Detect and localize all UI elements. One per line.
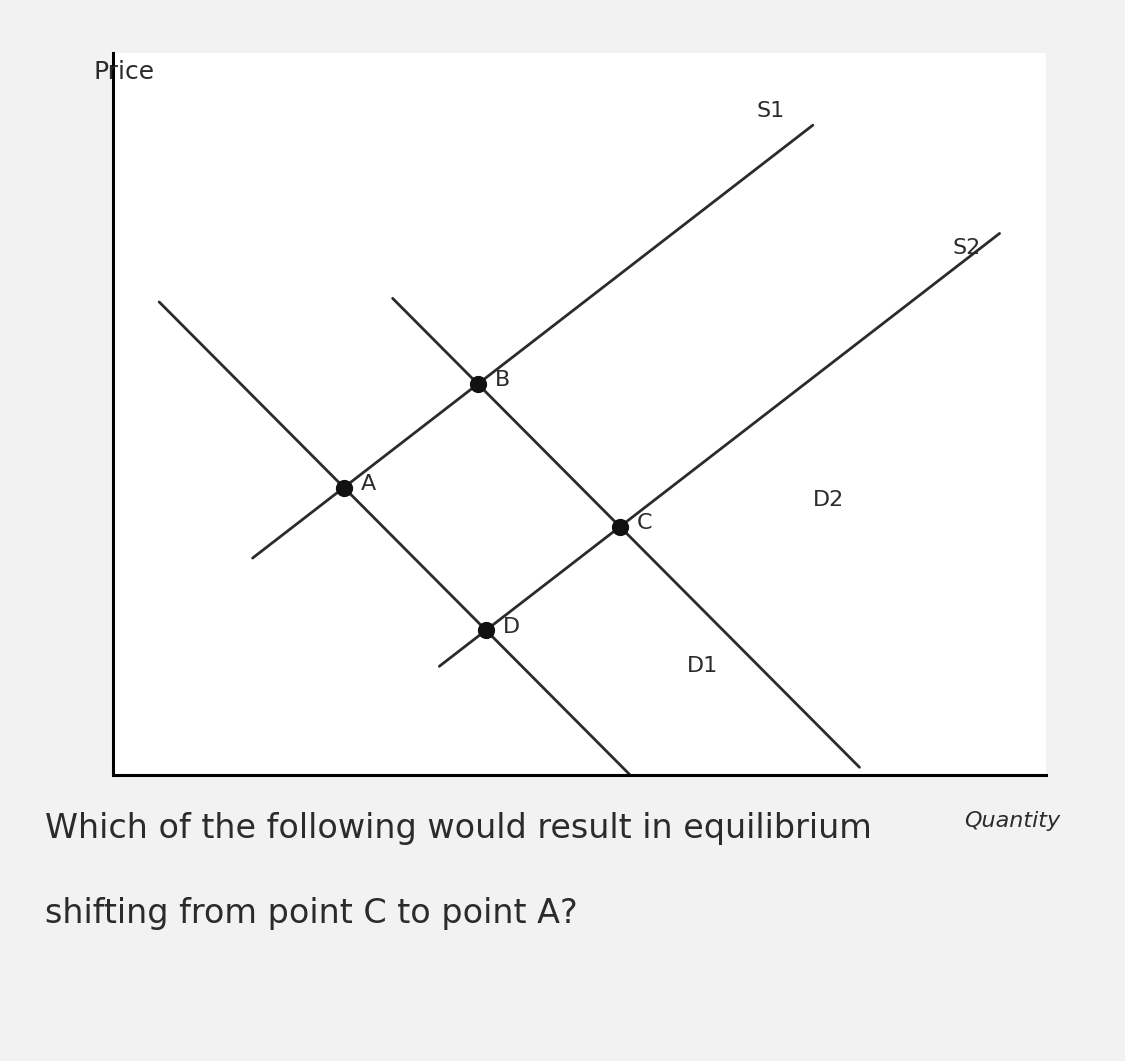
Text: S1: S1: [757, 101, 785, 121]
Text: C: C: [637, 514, 652, 533]
Text: B: B: [495, 370, 510, 390]
Text: Quantity: Quantity: [964, 811, 1060, 831]
Text: Price: Price: [93, 60, 155, 84]
Text: D2: D2: [812, 490, 844, 510]
Point: [611, 518, 629, 535]
Point: [335, 479, 353, 495]
Text: shifting from point C to point A?: shifting from point C to point A?: [45, 897, 578, 929]
Point: [477, 622, 495, 639]
Text: D: D: [503, 616, 520, 637]
Text: Which of the following would result in equilibrium: Which of the following would result in e…: [45, 812, 872, 845]
Text: A: A: [361, 474, 376, 494]
Text: S2: S2: [953, 238, 981, 258]
Text: D1: D1: [686, 657, 718, 676]
Point: [469, 376, 487, 393]
